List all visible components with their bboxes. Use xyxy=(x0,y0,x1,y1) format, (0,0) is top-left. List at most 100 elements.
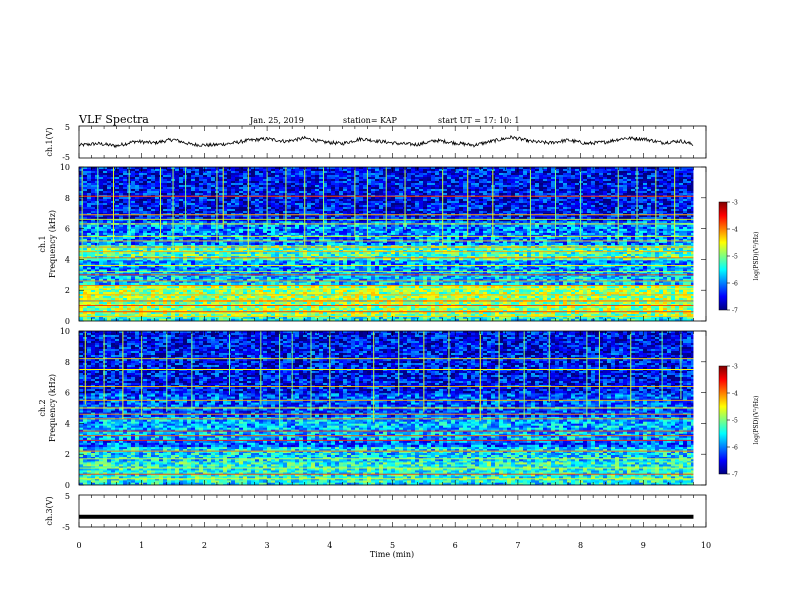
ch1-spec-cell xyxy=(407,292,412,295)
ch1-spec-cell xyxy=(295,316,300,320)
ch1-spec-cell xyxy=(95,314,100,317)
ch1-spec-cell xyxy=(135,298,140,301)
ch1-spec-cell xyxy=(259,292,264,295)
ch1-spec-cell xyxy=(579,278,584,282)
ch1-spec-cell xyxy=(599,271,604,274)
ch1-spec-cell xyxy=(539,288,544,291)
ch1-spec-cell xyxy=(431,316,436,320)
ch1-spec-cell xyxy=(171,302,176,305)
ch1-spec-cell xyxy=(339,263,344,266)
ch1-spec-cell xyxy=(607,280,612,284)
ch1-spec-cell xyxy=(187,274,192,278)
ch1-spec-cell xyxy=(623,276,628,280)
ch1-spec-cell xyxy=(99,288,104,291)
ch1-spec-cell xyxy=(271,288,276,291)
ch1-spec-cell xyxy=(127,302,132,305)
ch1-spec-cell xyxy=(279,263,284,266)
ch1-spec-cell xyxy=(351,296,356,299)
ch1-spec-cell xyxy=(299,292,304,295)
ch1-spec-cell xyxy=(415,314,420,317)
ch1-spec-cell xyxy=(615,288,620,291)
ch1-spec-cell xyxy=(347,292,352,295)
ch1-spec-cell xyxy=(243,312,248,315)
ch1-spec-cell xyxy=(619,280,624,284)
ch1-spec-cell xyxy=(691,286,696,289)
ch1-spec-cell xyxy=(687,271,692,274)
ch1-spec-cell xyxy=(239,278,244,282)
ch1-spec-cell xyxy=(267,296,272,299)
ch1-spec-cell xyxy=(343,306,348,309)
ch1-spec-cell xyxy=(239,302,244,305)
ch1-spec-cell xyxy=(163,306,168,309)
ch1-spec-cell xyxy=(395,261,400,264)
ch1-spec-cell xyxy=(183,263,188,266)
ch1-spec-cell xyxy=(643,261,648,264)
ch1-spec-cell xyxy=(155,306,160,309)
ch1-spec-cell xyxy=(487,306,492,309)
ch1-spec-cell xyxy=(251,278,256,282)
ch1-spec-cell xyxy=(595,263,600,266)
ch1-spec-cell xyxy=(319,312,324,315)
ch1-spec-cell xyxy=(111,286,116,289)
ch1-spec-cell xyxy=(675,265,680,268)
ch1-spec-cell xyxy=(639,263,644,266)
ch1-spec-cell xyxy=(351,314,356,317)
ch1-spec-cell xyxy=(147,308,152,311)
ch1-spec-cell xyxy=(651,312,656,315)
ch1-spec-cell xyxy=(555,269,560,272)
ch1-spec-cell xyxy=(491,274,496,278)
ch1-spec-cell xyxy=(683,269,688,272)
ch1-spec-cell xyxy=(499,269,504,272)
ch1-spec-cell xyxy=(103,276,108,280)
ch1-spec-cell xyxy=(583,271,588,274)
ch1-spec-cell xyxy=(415,269,420,272)
ch1-spec-cell xyxy=(655,298,660,301)
ch1-spec-cell xyxy=(639,267,644,270)
ch1-spec-cell xyxy=(639,265,644,268)
ch1-spec-cell xyxy=(579,302,584,305)
ch1-spec-cell xyxy=(79,263,84,266)
ch1-spec-cell xyxy=(459,318,464,321)
ch1-spec-cell xyxy=(227,259,232,262)
ch1-spec-cell xyxy=(503,288,508,291)
ch1-spec-cell xyxy=(219,312,224,315)
ch1-spec-cell xyxy=(611,296,616,299)
ch1-spec-cell xyxy=(195,316,200,320)
ch1-spec-cell xyxy=(651,259,656,262)
ch1-spec-cell xyxy=(519,308,524,311)
ch1-spec-cell xyxy=(647,312,652,315)
ch1-spec-cell xyxy=(179,290,184,293)
ch1-spec-cell xyxy=(591,308,596,311)
ch1-spec-cell xyxy=(131,269,136,272)
ch1-spec-cell xyxy=(231,286,236,289)
ch1-spec-cell xyxy=(667,276,672,280)
ch1-spec-cell xyxy=(95,292,100,295)
ch1-spec-cell xyxy=(435,288,440,291)
ch1-spec-cell xyxy=(523,288,528,291)
ch1-spec-cell xyxy=(387,290,392,293)
ch1-spec-cell xyxy=(603,286,608,289)
ch1-spec-cell xyxy=(487,271,492,274)
ch1-spec-cell xyxy=(139,278,144,282)
ch1-spec-cell xyxy=(383,280,388,284)
ch1-spec-cell xyxy=(107,259,112,262)
ch1-spec-cell xyxy=(587,288,592,291)
ch1-spec-cell xyxy=(639,308,644,311)
ch1-spec-cell xyxy=(171,278,176,282)
ch1-spec-cell xyxy=(651,278,656,282)
ch1-spec-cell xyxy=(459,286,464,289)
ch1-spec-cell xyxy=(435,263,440,266)
ch1-spec-cell xyxy=(367,280,372,284)
ch1-spec-cell xyxy=(83,280,88,284)
ch1-spec-cell xyxy=(467,318,472,321)
ch1-spec-cell xyxy=(327,282,332,286)
ch1-spec-cell xyxy=(323,282,328,286)
ch1-spec-cell xyxy=(627,316,632,320)
ch1-spec-cell xyxy=(131,286,136,289)
ch1-spec-cell xyxy=(595,316,600,320)
ch1-spec-cell xyxy=(343,290,348,293)
ch1-spec-cell xyxy=(167,302,172,305)
ch1-spec-cell xyxy=(451,267,456,270)
ch1-spec-cell xyxy=(311,267,316,270)
ch1-spec-cell xyxy=(487,296,492,299)
